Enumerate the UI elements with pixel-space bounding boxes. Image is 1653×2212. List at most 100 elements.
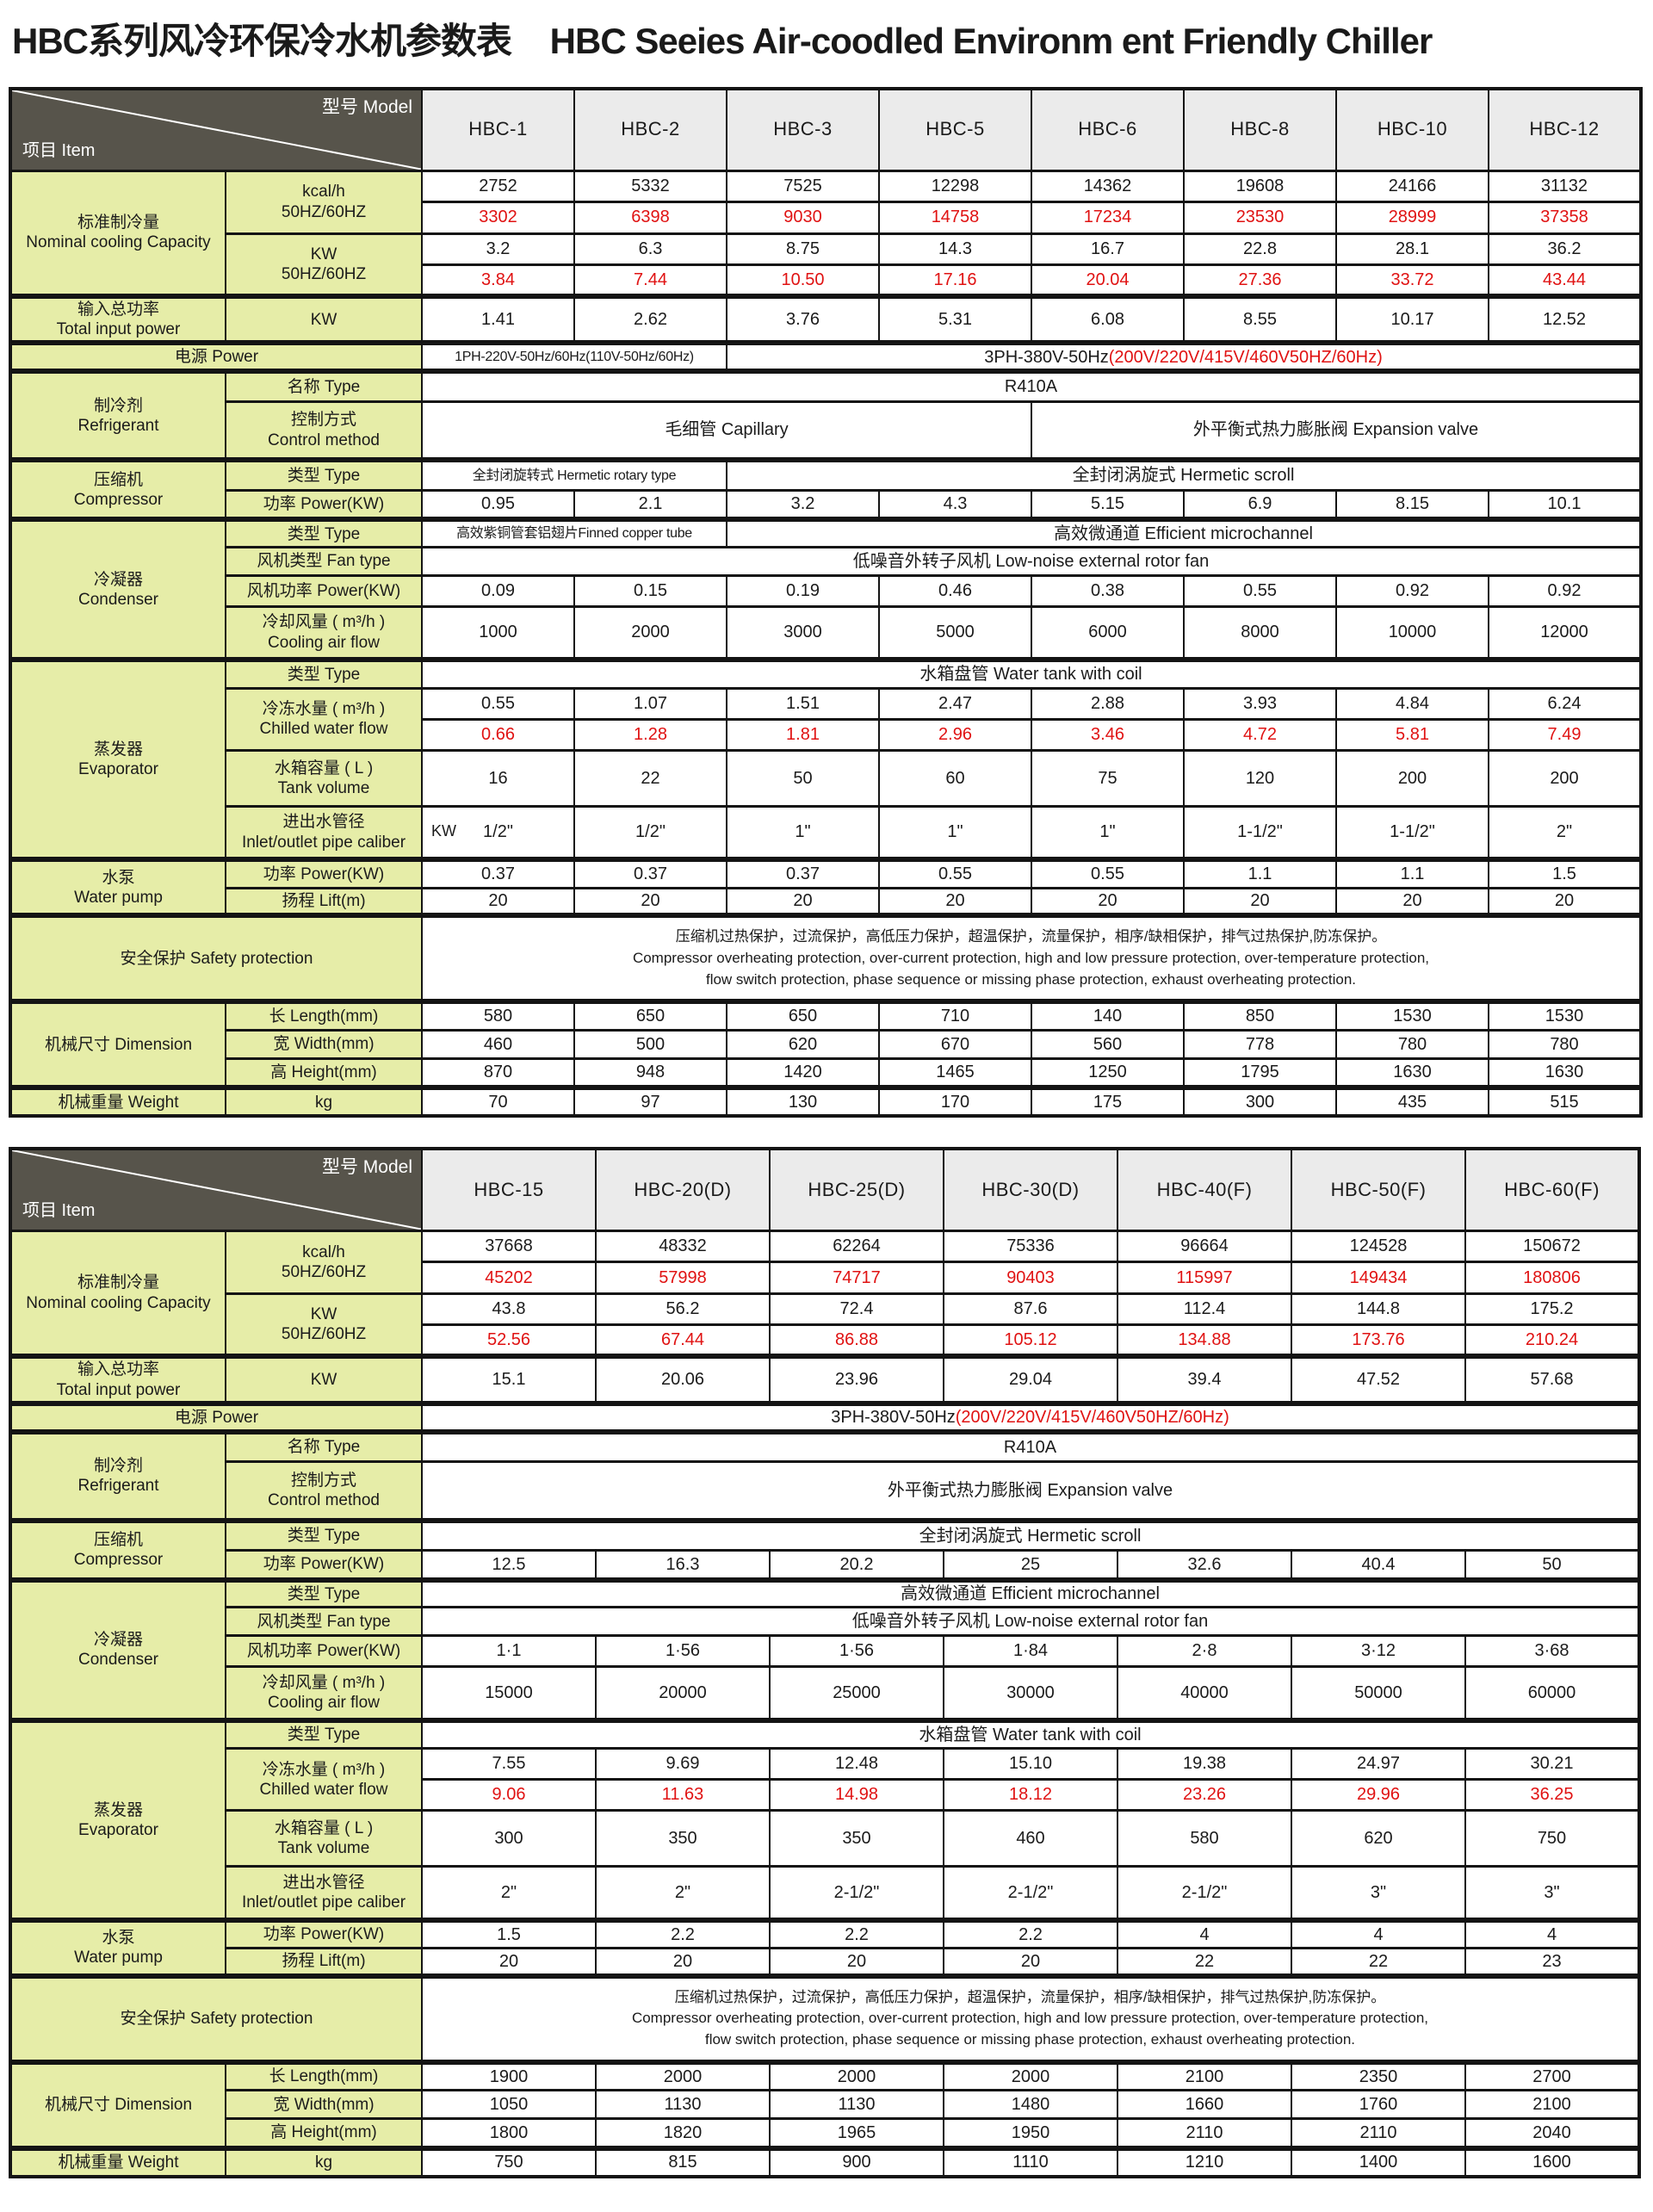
value-cell: 1110 (943, 2145, 1118, 2178)
value-cell: 60 (878, 748, 1032, 808)
value-cell: 23 (1464, 1947, 1640, 1978)
value-cell: 20 (573, 886, 727, 917)
value-cell: 7.49 (1488, 717, 1642, 752)
safety-line: Compressor overheating protection, over-… (632, 950, 1430, 967)
value-cell: 10.17 (1335, 293, 1489, 344)
value-cell: 30.21 (1464, 1747, 1640, 1781)
model-header-label: 型号 Model (321, 97, 412, 117)
value-cell: 86.88 (769, 1323, 944, 1358)
value-cell: 1130 (595, 2089, 771, 2121)
value-cell: 17234 (1031, 200, 1185, 235)
diagonal-line (12, 1150, 421, 1230)
value-cell: 11.63 (595, 1778, 771, 1812)
value-cell: 25000 (769, 1665, 944, 1722)
value-cell: 3302 (421, 200, 575, 235)
sub-label-cell: kcal/h 50HZ/60HZ (225, 169, 423, 235)
value-cell: 0.92 (1335, 573, 1489, 608)
value-cell: 149434 (1291, 1260, 1466, 1295)
value-cell: 39.4 (1117, 1354, 1292, 1405)
value-cell: 2040 (1464, 2117, 1640, 2150)
value-cell: 6.08 (1031, 293, 1185, 344)
value-cell: 780 (1488, 1028, 1642, 1060)
sub-label-cell: kcal/h 50HZ/60HZ (225, 1229, 423, 1295)
value-cell: 1-1/2" (1335, 804, 1489, 861)
value-cell: 5000 (878, 604, 1032, 661)
value-cell: 33.72 (1335, 263, 1489, 298)
section-label-cell: 水泵 Water pump (9, 1917, 226, 1978)
section-label-cell: 机械尺寸 Dimension (9, 999, 226, 1089)
section-label-cell: 机械重量 Weight (9, 1085, 226, 1118)
value-cell: 4 (1464, 1917, 1640, 1950)
value-cell: 16.7 (1031, 232, 1185, 266)
value-cell-text: 1/2" (483, 822, 513, 842)
value-cell: 12000 (1488, 604, 1642, 661)
value-cell: 0.37 (421, 857, 575, 889)
safety-line: 压缩机过热保护，过流保护，高低压力保护，超温保护，流量保护，相序/缺相保护，排气… (675, 928, 1387, 945)
value-cell: 460 (943, 1809, 1118, 1868)
value-cell: 20 (421, 1947, 597, 1978)
value-cell: 850 (1183, 999, 1337, 1032)
value-cell: 15.10 (943, 1747, 1118, 1781)
sub-label-cell: 功率 Power(KW) (225, 1917, 423, 1950)
value-cell: 9.69 (595, 1747, 771, 1781)
value-cell: 780 (1335, 1028, 1489, 1060)
spec-table-1: 型号 Model 项目 Item HBC-1 HBC-2 HBC-3 HBC-5 HBC-6… (9, 87, 1643, 1118)
sub-label-cell: 冷却风量 ( m³/h ) Cooling air flow (225, 1665, 423, 1722)
value-cell: 1900 (421, 2059, 597, 2092)
model-header-cell: HBC-30(D) (943, 1147, 1118, 1232)
value-cell: 435 (1335, 1085, 1489, 1118)
value-cell: 1.41 (421, 293, 575, 344)
merged-value-cell: 低噪音外转子风机 Low-noise external rotor fan (421, 1606, 1640, 1638)
sub-label-cell: 高 Height(mm) (225, 2117, 423, 2150)
value-cell: 3.84 (421, 263, 575, 298)
value-cell: 20 (421, 886, 575, 917)
sub-label-cell: 冷却风量 ( m³/h ) Cooling air flow (225, 604, 423, 661)
value-cell: 2" (595, 1865, 771, 1922)
sub-label-cell: 扬程 Lift(m) (225, 886, 423, 917)
section-label-cell: 制冷剂 Refrigerant (9, 369, 226, 462)
value-cell: 1000 (421, 604, 575, 661)
value-cell: 20.04 (1031, 263, 1185, 298)
value-cell: 20 (1031, 886, 1185, 917)
value-cell: 3·68 (1464, 1634, 1640, 1669)
sub-label-cell: KW (225, 1354, 423, 1405)
model-header-cell: HBC-20(D) (595, 1147, 771, 1232)
value-cell: 1.1 (1183, 857, 1337, 889)
value-cell: 4 (1291, 1917, 1466, 1950)
stray-kw-text: KW (431, 821, 456, 840)
value-cell: 28999 (1335, 200, 1489, 235)
value-cell: 22.8 (1183, 232, 1337, 266)
merged-value-cell: 3PH-380V-50Hz(200V/220V/415V/460V50HZ/60… (421, 1400, 1640, 1434)
value-cell: 670 (878, 1028, 1032, 1060)
value-cell: 40.4 (1291, 1549, 1466, 1582)
value-cell: 37668 (421, 1229, 597, 1263)
model-header-cell: HBC-6 (1031, 87, 1185, 172)
value-cell: 17.16 (878, 263, 1032, 298)
value-cell: 4 (1117, 1917, 1292, 1950)
value-cell: 75 (1031, 748, 1185, 808)
value-cell: 72.4 (769, 1292, 944, 1326)
value-cell: 0.55 (1031, 857, 1185, 889)
value-cell: 2.96 (878, 717, 1032, 752)
value-cell: 3.46 (1031, 717, 1185, 752)
value-cell: 2.2 (769, 1917, 944, 1950)
sub-label-cell: 高 Height(mm) (225, 1056, 423, 1089)
section-label-cell: 压缩机 Compressor (9, 1517, 226, 1582)
value-cell: 2000 (595, 2059, 771, 2092)
value-cell: 5332 (573, 169, 727, 203)
value-cell: 2.47 (878, 686, 1032, 721)
value-cell: 28.1 (1335, 232, 1489, 266)
value-cell: 2000 (769, 2059, 944, 2092)
value-cell: 97 (573, 1085, 727, 1118)
value-cell: 23.26 (1117, 1778, 1292, 1812)
section-label-cell: 机械重量 Weight (9, 2145, 226, 2178)
value-cell: 9030 (726, 200, 880, 235)
merged-value-cell: 高效紫铜管套铝翅片Finned copper tube (421, 517, 727, 548)
model-header-cell: HBC-8 (1183, 87, 1337, 172)
value-cell: 0.37 (573, 857, 727, 889)
value-cell: 750 (421, 2145, 597, 2178)
value-cell: 20 (726, 886, 880, 917)
value-cell: 3.93 (1183, 686, 1337, 721)
value-cell: 27.36 (1183, 263, 1337, 298)
value-cell: 62264 (769, 1229, 944, 1263)
